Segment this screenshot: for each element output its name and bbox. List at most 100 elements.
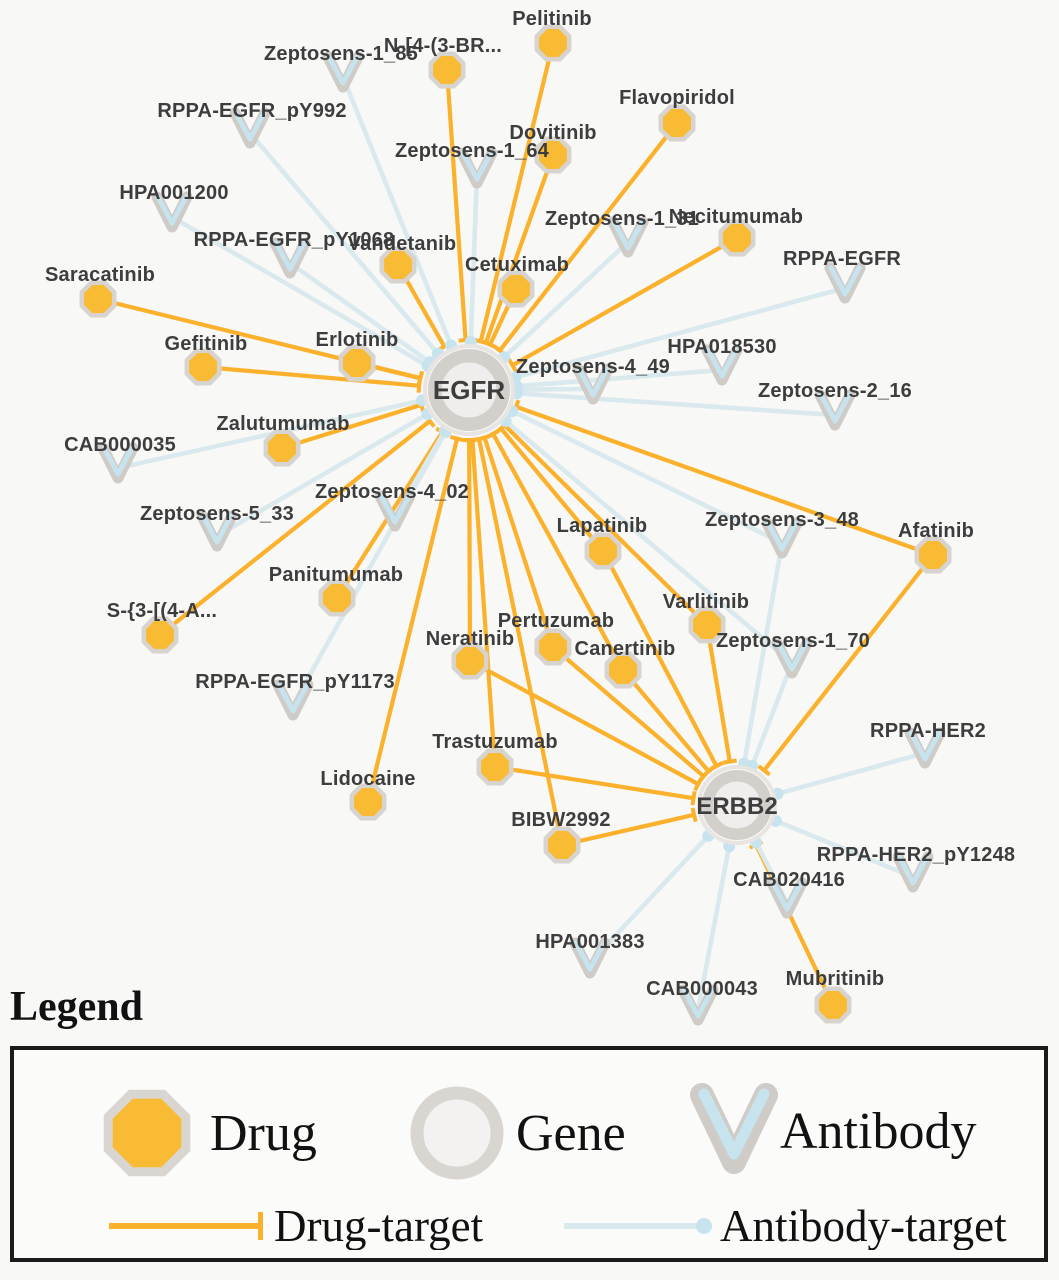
rppa_egfr_py1173-chevron-inner — [276, 682, 310, 714]
node-mubritinib[interactable] — [814, 986, 852, 1024]
cetuximab-octagon[interactable] — [497, 270, 535, 308]
node-zeptosens_1_64[interactable] — [456, 147, 498, 189]
lapatinib-octagon[interactable] — [584, 532, 622, 570]
edge-trastuzumab-egfr — [470, 439, 498, 768]
edge-rppa_egfr_py1173-egfr — [290, 430, 448, 707]
node-saracatinib[interactable] — [79, 280, 117, 318]
panitumumab-node-label: Panitumumab — [269, 564, 403, 586]
node-s3_4a[interactable] — [141, 616, 179, 654]
saracatinib-octagon[interactable] — [79, 280, 117, 318]
rppa_egfr-chevron-inner — [828, 265, 862, 297]
neratinib-node-label: Neratinib — [426, 628, 514, 650]
legend-drug-target-label: Drug-target — [274, 1201, 484, 1250]
pelitinib-octagon[interactable] — [534, 24, 572, 62]
node-cab000043[interactable] — [677, 984, 719, 1026]
edge-zeptosens_2_16-egfr — [516, 390, 836, 418]
node-rppa_her2_py1248[interactable] — [892, 851, 934, 893]
node-cetuximab[interactable] — [497, 270, 535, 308]
node-neratinib[interactable] — [451, 642, 489, 680]
node-trastuzumab[interactable] — [476, 748, 514, 786]
node-n4_3br[interactable] — [428, 51, 466, 89]
erlotinib-octagon[interactable] — [338, 344, 376, 382]
rppa_her2_py1248-chevron-inner — [896, 854, 930, 886]
node-rppa_her2[interactable] — [904, 727, 946, 769]
neratinib-octagon[interactable] — [451, 642, 489, 680]
pertuzumab-node-label: Pertuzumab — [498, 610, 614, 632]
legend-drug-label: Drug — [210, 1105, 317, 1162]
dovitinib-octagon[interactable] — [534, 136, 572, 174]
node-cab000035[interactable] — [97, 442, 139, 484]
node-zeptosens_1_70[interactable] — [771, 637, 813, 679]
hpa001200-chevron-inner — [155, 194, 189, 226]
node-gefitinib[interactable] — [184, 348, 222, 386]
edge-pertuzumab-egfr — [482, 436, 555, 648]
node-lapatinib[interactable] — [584, 532, 622, 570]
mubritinib-octagon[interactable] — [814, 986, 852, 1024]
edge-hpa001200-egfr — [170, 215, 429, 368]
bibw2992-octagon[interactable] — [543, 826, 581, 864]
node-afatinib[interactable] — [914, 536, 952, 574]
legend-gene-label: Gene — [516, 1105, 626, 1162]
edge-varlitinib-erbb2 — [704, 624, 732, 762]
node-rppa_egfr_py1173[interactable] — [272, 679, 314, 721]
node-dovitinib[interactable] — [534, 136, 572, 174]
s3_4a-octagon[interactable] — [141, 616, 179, 654]
node-varlitinib[interactable] — [688, 606, 726, 644]
node-zalutumumab[interactable] — [263, 429, 301, 467]
node-zeptosens_4_49[interactable] — [572, 363, 614, 405]
node-hpa018530[interactable] — [701, 344, 743, 386]
pertuzumab-octagon[interactable] — [534, 628, 572, 666]
edge-varlitinib-erbb2-tee — [722, 758, 738, 765]
vandetanib-octagon[interactable] — [379, 246, 417, 284]
node-lidocaine[interactable] — [349, 783, 387, 821]
zeptosens_4_02-chevron-inner — [378, 493, 412, 525]
node-zeptosens_2_16[interactable] — [814, 389, 856, 431]
node-pertuzumab[interactable] — [534, 628, 572, 666]
node-hpa001383[interactable] — [569, 937, 611, 979]
necitumumab-octagon[interactable] — [718, 219, 756, 257]
node-egfr[interactable]: EGFR — [423, 344, 515, 436]
node-pelitinib[interactable] — [534, 24, 572, 62]
legend-box: Drug Gene Antibody Drug-target Antibody-… — [10, 1046, 1048, 1262]
panitumumab-octagon[interactable] — [318, 579, 356, 617]
node-cab020416[interactable] — [766, 877, 808, 919]
edge-zeptosens_3_48-egfr — [511, 409, 784, 546]
drug-octagon-icon — [103, 1089, 191, 1177]
zeptosens_2_16-node-label: Zeptosens-2_16 — [758, 380, 912, 402]
node-zeptosens_1_85[interactable] — [322, 51, 364, 93]
node-zeptosens_5_33[interactable] — [196, 510, 238, 552]
node-panitumumab[interactable] — [318, 579, 356, 617]
necitumumab-node-label: Necitumumab — [669, 206, 803, 228]
lidocaine-octagon[interactable] — [349, 783, 387, 821]
rppa_egfr_py1068-node-label: RPPA-EGFR_pY1068 — [194, 229, 395, 251]
gefitinib-octagon[interactable] — [184, 348, 222, 386]
varlitinib-octagon[interactable] — [688, 606, 726, 644]
node-zeptosens_4_02[interactable] — [374, 490, 416, 532]
node-bibw2992[interactable] — [543, 826, 581, 864]
node-erlotinib[interactable] — [338, 344, 376, 382]
trastuzumab-octagon[interactable] — [476, 748, 514, 786]
edge-zeptosens_1_85-egfr — [340, 76, 454, 347]
node-zeptosens_3_48[interactable] — [761, 517, 803, 559]
node-rppa_egfr_py1068[interactable] — [269, 237, 311, 279]
node-zeptosens_1_31[interactable] — [607, 216, 649, 258]
node-canertinib[interactable] — [604, 651, 642, 689]
flavopiridol-octagon[interactable] — [658, 104, 696, 142]
n4_3br-octagon[interactable] — [428, 51, 466, 89]
afatinib-octagon[interactable] — [914, 536, 952, 574]
edge-n4_3br-egfr — [444, 69, 468, 341]
canertinib-octagon[interactable] — [604, 651, 642, 689]
zalutumumab-octagon[interactable] — [263, 429, 301, 467]
node-flavopiridol[interactable] — [658, 104, 696, 142]
node-hpa001200[interactable] — [151, 191, 193, 233]
egfr-halo — [423, 344, 515, 436]
node-vandetanib[interactable] — [379, 246, 417, 284]
edge-rppa_egfr-egfr — [514, 285, 846, 380]
node-rppa_egfr_py992[interactable] — [229, 107, 271, 149]
node-erbb2[interactable]: ERBB2 — [696, 765, 778, 845]
node-necitumumab[interactable] — [718, 219, 756, 257]
edge-pelitinib-egfr — [478, 42, 556, 342]
zeptosens_4_02-node-label: Zeptosens-4_02 — [315, 481, 469, 503]
node-rppa_egfr[interactable] — [824, 262, 866, 304]
